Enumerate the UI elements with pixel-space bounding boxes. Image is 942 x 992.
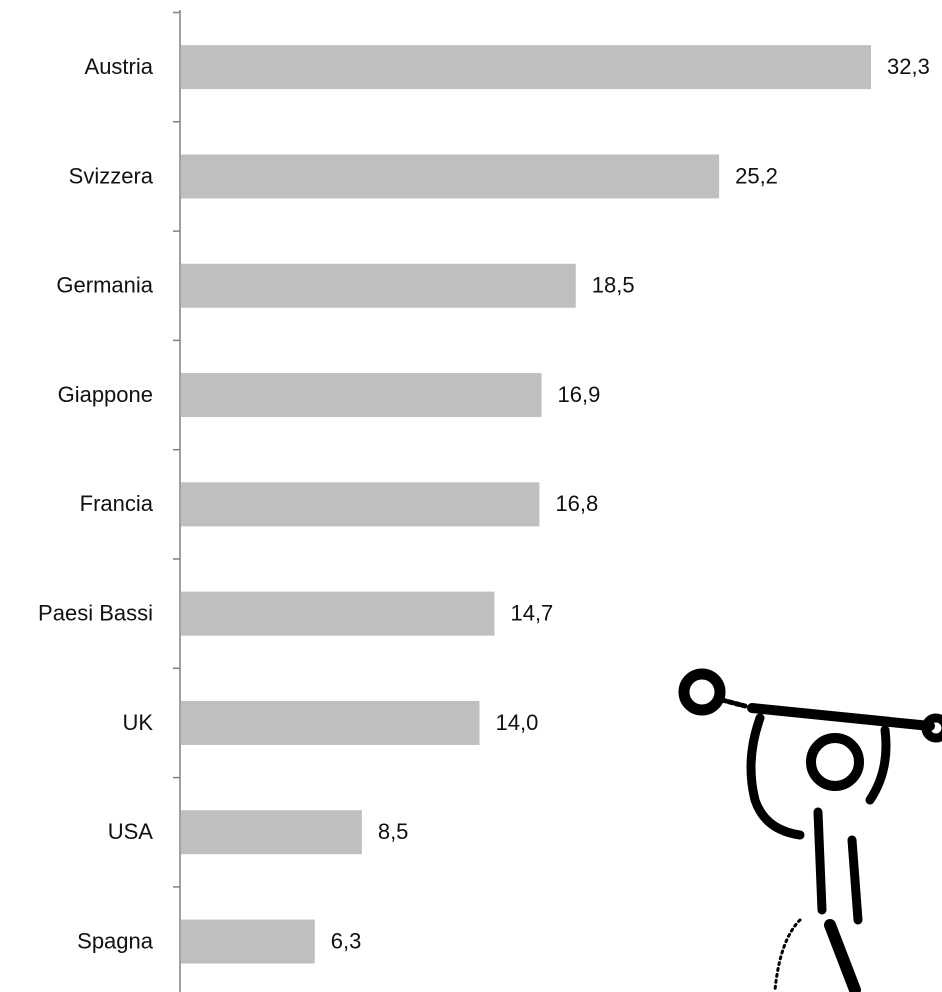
category-label: Francia: [80, 491, 154, 516]
value-label: 14,7: [510, 600, 553, 625]
bar: [181, 700, 480, 745]
category-label: USA: [108, 819, 154, 844]
bar: [181, 482, 540, 527]
value-label: 16,8: [555, 491, 598, 516]
category-label: Svizzera: [69, 163, 154, 188]
value-label: 8,5: [378, 819, 409, 844]
bar: [181, 45, 871, 90]
category-label: UK: [122, 710, 153, 735]
bar: [181, 810, 362, 855]
value-label: 18,5: [592, 273, 635, 298]
category-label: Germania: [56, 273, 153, 298]
value-label: 14,0: [496, 710, 539, 735]
category-label: Giappone: [58, 382, 153, 407]
bar: [181, 373, 542, 418]
value-label: 6,3: [331, 928, 362, 953]
category-label: Austria: [85, 54, 154, 79]
category-label: Spagna: [77, 928, 154, 953]
bar: [181, 154, 720, 199]
value-label: 25,2: [735, 163, 778, 188]
bar: [181, 263, 576, 308]
value-label: 32,3: [887, 54, 930, 79]
weightlifter-drawing: [678, 668, 942, 992]
value-label: 16,9: [558, 382, 601, 407]
bar: [181, 919, 315, 964]
category-label: Paesi Bassi: [38, 600, 153, 625]
bar: [181, 591, 495, 636]
